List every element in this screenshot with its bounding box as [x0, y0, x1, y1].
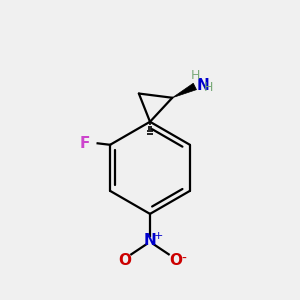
Text: N: N — [196, 78, 209, 93]
Polygon shape — [172, 83, 196, 98]
Text: +: + — [153, 231, 163, 241]
Text: -: - — [182, 251, 187, 266]
Text: O: O — [169, 254, 182, 268]
Text: F: F — [80, 136, 90, 151]
Text: H: H — [204, 81, 213, 94]
Text: H: H — [190, 70, 200, 83]
Text: N: N — [144, 233, 156, 248]
Text: O: O — [118, 254, 131, 268]
